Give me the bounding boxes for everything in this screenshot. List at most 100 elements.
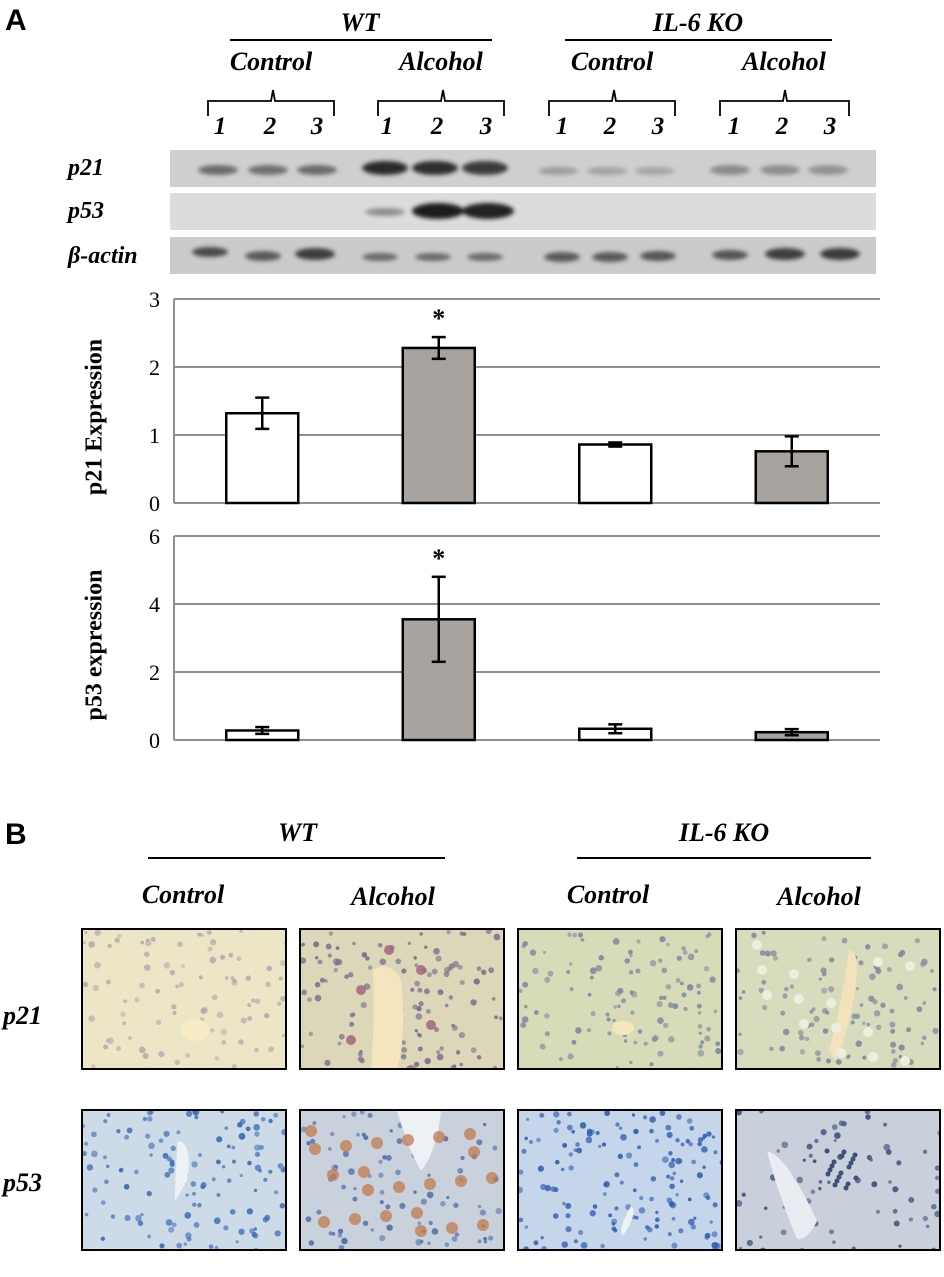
cell-nucleus — [184, 1211, 192, 1219]
cell-nucleus — [91, 1131, 97, 1138]
cell-nucleus — [335, 946, 340, 950]
cell-nucleus — [683, 1006, 688, 1012]
cell-nucleus — [155, 988, 160, 994]
cell-nucleus — [827, 986, 835, 993]
blot-condition-wt-alcohol: Alcohol — [399, 47, 483, 76]
cell-nucleus — [890, 1041, 897, 1048]
lane-number: 3 — [823, 113, 837, 140]
cell-nucleus — [532, 967, 539, 975]
cell-nucleus — [185, 1111, 193, 1117]
lane-number: 3 — [310, 113, 324, 140]
cell-nucleus — [883, 1122, 888, 1127]
cell-nucleus — [665, 983, 672, 990]
cell-nucleus — [880, 1002, 886, 1008]
cell-nucleus — [833, 1138, 837, 1143]
cell-nucleus — [556, 1120, 561, 1125]
cell-nucleus — [568, 1152, 573, 1157]
cell-nucleus — [158, 1051, 165, 1058]
cell-nucleus — [614, 1206, 619, 1211]
cell-nucleus — [231, 1145, 236, 1150]
cell-nucleus — [103, 1119, 108, 1124]
panel-a-label: A — [5, 4, 27, 37]
cell-nucleus — [578, 932, 583, 938]
band-p21 — [635, 167, 675, 175]
band-p53 — [412, 203, 464, 219]
cell-nucleus — [164, 1171, 171, 1178]
cell-nucleus — [378, 1172, 384, 1178]
cell-nucleus — [247, 1160, 252, 1166]
cell-nucleus — [148, 1111, 154, 1115]
brace-1 — [207, 89, 335, 116]
cell-nucleus — [687, 984, 692, 989]
histo-group-wt: WT — [278, 818, 317, 847]
cell-nucleus — [229, 1208, 236, 1215]
cell-nucleus — [319, 977, 325, 983]
cell-nucleus — [253, 1124, 260, 1131]
cell-nucleus — [761, 979, 767, 985]
cell-nucleus — [821, 987, 828, 994]
cell-nucleus — [485, 930, 492, 935]
cell-nucleus — [896, 983, 904, 991]
cell-nucleus — [758, 987, 764, 994]
cell-nucleus — [84, 1212, 89, 1217]
cell-nucleus — [446, 930, 451, 935]
cell-nucleus — [666, 942, 670, 947]
cell-nucleus — [493, 933, 501, 941]
cell-nucleus — [420, 1198, 427, 1205]
cell-nucleus — [627, 949, 633, 955]
cell-nucleus — [712, 1202, 718, 1208]
cell-nucleus — [225, 976, 229, 980]
cell-nucleus — [578, 1230, 584, 1236]
band-p21 — [362, 161, 408, 175]
blot-strip-p53 — [170, 193, 876, 230]
cell-nucleus — [654, 1224, 659, 1229]
significance-marker: * — [432, 544, 445, 573]
cell-nucleus — [194, 1115, 199, 1120]
y-tick-label: 0 — [149, 728, 160, 752]
cell-nucleus — [165, 1219, 173, 1226]
cell-nucleus — [459, 1062, 464, 1067]
cell-nucleus — [835, 1059, 842, 1065]
cell-nucleus — [444, 1003, 449, 1008]
cell-nucleus — [175, 984, 180, 989]
cell-nucleus — [410, 987, 415, 992]
cell-nucleus — [94, 961, 101, 969]
cell-nucleus — [770, 950, 777, 957]
cell-nucleus — [881, 943, 889, 950]
cell-nucleus — [690, 1067, 694, 1068]
cell-nucleus — [280, 995, 285, 1002]
cell-nucleus — [122, 1021, 126, 1026]
blot-strip-actin — [170, 237, 876, 274]
cell-nucleus — [192, 1202, 197, 1207]
cell-nucleus — [344, 974, 349, 979]
cell-nucleus — [278, 976, 283, 981]
cell-nucleus — [428, 1220, 433, 1226]
histo-group-il6ko: IL-6 KO — [678, 818, 770, 847]
cell-nucleus — [88, 941, 95, 948]
cell-nucleus — [869, 1158, 873, 1162]
cell-nucleus — [312, 1120, 317, 1125]
cell-nucleus — [822, 1028, 829, 1034]
cell-nucleus — [667, 1232, 672, 1237]
bar — [578, 443, 653, 505]
cell-nucleus — [216, 1136, 223, 1143]
cell-nucleus — [908, 1196, 915, 1203]
cell-nucleus — [859, 1003, 864, 1007]
cell-nucleus — [147, 1116, 153, 1122]
cell-nucleus — [436, 1053, 444, 1061]
cell-nucleus — [168, 1226, 175, 1233]
cell-nucleus — [816, 1056, 822, 1062]
cell-nucleus — [168, 1167, 175, 1174]
cell-nucleus — [100, 1200, 106, 1205]
cell-nucleus — [889, 1021, 896, 1028]
cell-nucleus — [916, 1006, 923, 1013]
cell-nucleus — [602, 1192, 607, 1196]
cell-nucleus — [552, 1213, 559, 1219]
cell-nucleus — [333, 968, 338, 973]
cell-nucleus — [612, 938, 620, 945]
cell-nucleus — [854, 1013, 861, 1019]
cell-nucleus — [412, 1004, 418, 1010]
cell-nucleus — [536, 1137, 541, 1143]
cell-nucleus — [378, 943, 383, 948]
cell-nucleus — [697, 990, 701, 995]
